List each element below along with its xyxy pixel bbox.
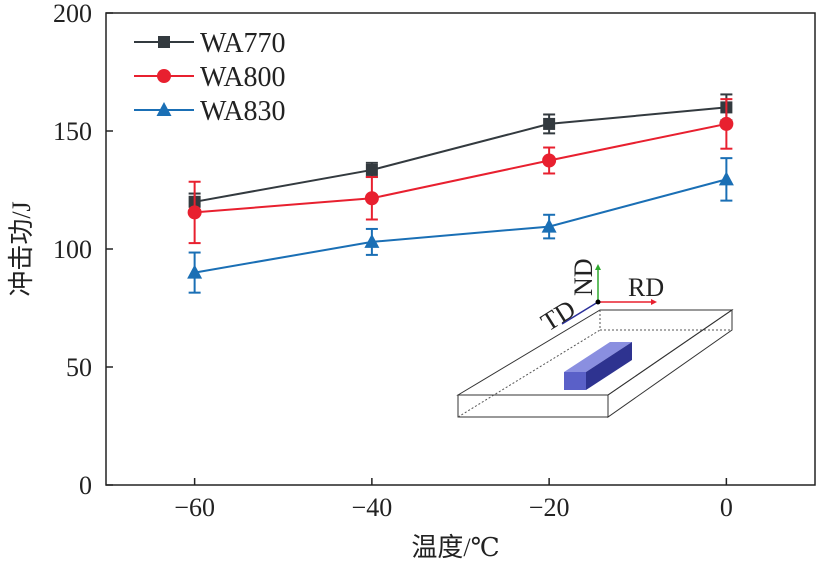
data-point bbox=[542, 153, 557, 168]
y-tick-label: 100 bbox=[53, 235, 92, 264]
y-axis-label: 冲击功/J bbox=[7, 201, 36, 296]
data-point bbox=[719, 116, 734, 131]
rd-label: RD bbox=[628, 273, 664, 302]
legend-item-wa800: WA800 bbox=[134, 62, 286, 93]
legend-label: WA770 bbox=[200, 28, 286, 59]
series-wa830 bbox=[187, 157, 734, 294]
specimen-orientation-inset: RD ND TD bbox=[456, 258, 734, 418]
x-tick-label: −20 bbox=[529, 493, 570, 522]
td-label: TD bbox=[536, 294, 581, 337]
rd-arrowhead bbox=[651, 299, 657, 305]
y-tick-label: 150 bbox=[53, 117, 92, 146]
x-axis-label: 温度/℃ bbox=[411, 533, 499, 562]
data-point bbox=[364, 233, 380, 248]
origin-point bbox=[595, 299, 601, 305]
legend-marker bbox=[156, 102, 172, 116]
specimen-top bbox=[564, 342, 632, 372]
plate-front-face bbox=[457, 394, 609, 418]
legend-item-wa830: WA830 bbox=[134, 96, 286, 127]
legend-marker bbox=[158, 36, 170, 48]
series-line bbox=[194, 122, 727, 214]
data-point bbox=[187, 264, 203, 279]
nd-arrowhead bbox=[595, 264, 601, 270]
specimen-front bbox=[564, 372, 586, 390]
y-tick-label: 50 bbox=[66, 353, 92, 382]
td-arrow bbox=[561, 301, 599, 325]
data-point bbox=[541, 218, 557, 233]
series-line bbox=[194, 106, 727, 203]
legend-marker bbox=[157, 69, 171, 83]
x-tick-label: −40 bbox=[352, 493, 393, 522]
data-point bbox=[187, 205, 202, 220]
data-point bbox=[718, 171, 734, 186]
x-tick-label: −60 bbox=[174, 493, 215, 522]
nd-label: ND bbox=[569, 258, 598, 296]
legend-item-wa770: WA770 bbox=[134, 28, 286, 59]
specimen-side bbox=[586, 342, 632, 390]
series-line bbox=[194, 178, 727, 274]
plate-side-face bbox=[607, 309, 733, 418]
y-tick-label: 0 bbox=[79, 471, 92, 500]
legend-label: WA800 bbox=[200, 62, 286, 93]
data-point bbox=[364, 191, 379, 206]
y-tick-label: 200 bbox=[53, 0, 92, 28]
series-wa800 bbox=[187, 98, 734, 245]
x-tick-label: 0 bbox=[720, 493, 733, 522]
data-point bbox=[365, 163, 378, 176]
data-point bbox=[543, 117, 556, 130]
legend-label: WA830 bbox=[200, 96, 286, 127]
